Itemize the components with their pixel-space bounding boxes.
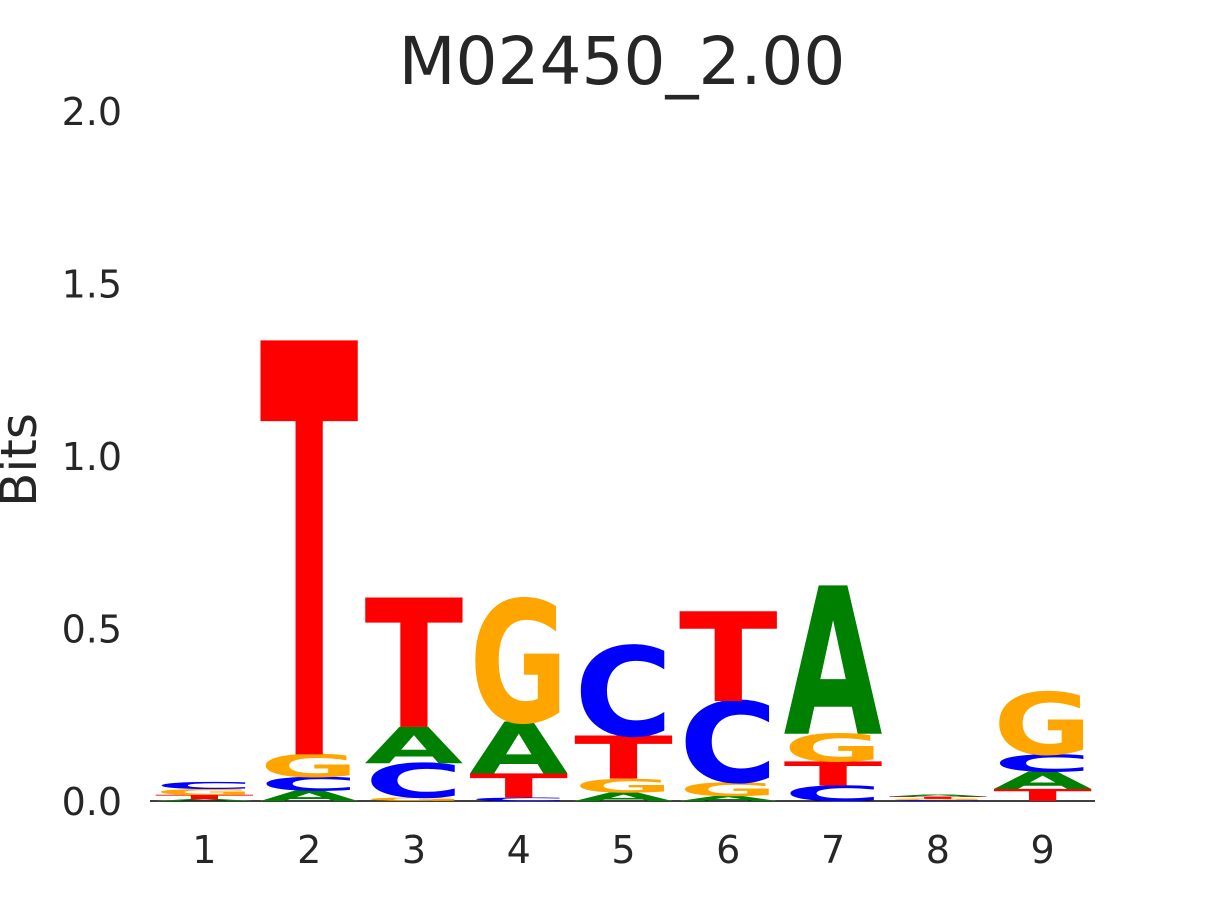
logo-letter-a: A bbox=[365, 717, 464, 775]
logo-letter-g: G bbox=[365, 797, 464, 803]
logo-letter-t: T bbox=[784, 755, 883, 793]
x-tick-label: 3 bbox=[402, 828, 426, 872]
y-tick-label: 1.5 bbox=[62, 263, 122, 307]
logo-letter-t: T bbox=[469, 767, 568, 805]
logo-letter-g: G bbox=[679, 778, 778, 800]
logo-letter-g: G bbox=[469, 566, 568, 761]
x-tick-label: 1 bbox=[192, 828, 216, 872]
logo-letter-g: G bbox=[260, 748, 359, 784]
logo-letter-c: C bbox=[260, 773, 359, 795]
logo-letter-a: A bbox=[155, 799, 254, 802]
logo-letter-a: A bbox=[679, 794, 778, 802]
x-tick-label: 2 bbox=[297, 828, 321, 872]
logo-letter-c: C bbox=[784, 781, 883, 806]
logo-letter-c: C bbox=[469, 797, 568, 802]
logo-letter-t: T bbox=[155, 794, 254, 801]
y-axis-ticks: 0.0 0.5 1.0 1.5 2.0 bbox=[62, 90, 122, 824]
logo-letter-g: G bbox=[784, 727, 883, 771]
logo-letter-t: T bbox=[888, 796, 987, 800]
logo-letter-a: A bbox=[469, 708, 568, 790]
logo-letter-c: C bbox=[888, 800, 987, 802]
logo-letter-g: G bbox=[993, 675, 1092, 775]
logo-letter-t: T bbox=[679, 586, 778, 730]
logo-letter-t: T bbox=[365, 564, 464, 770]
logo-letter-c: C bbox=[155, 780, 254, 791]
x-tick-label: 6 bbox=[716, 828, 740, 872]
x-tick-label: 8 bbox=[926, 828, 950, 872]
x-tick-label: 7 bbox=[821, 828, 845, 872]
y-tick-label: 2.0 bbox=[62, 90, 122, 134]
y-tick-label: 1.0 bbox=[62, 435, 122, 479]
logo-letter-c: C bbox=[679, 679, 778, 809]
chart-title: M02450_2.00 bbox=[399, 23, 846, 100]
logo-letter-c: C bbox=[574, 622, 673, 765]
x-tick-label: 5 bbox=[611, 828, 635, 872]
y-axis-label: Bits bbox=[0, 413, 48, 507]
y-tick-label: 0.5 bbox=[62, 608, 122, 652]
logo-letter-g: G bbox=[888, 799, 987, 801]
logo-letter-t: T bbox=[993, 786, 1092, 805]
x-axis-ticks: 1 2 3 4 5 6 7 8 9 bbox=[192, 828, 1054, 872]
logo-letter-a: A bbox=[993, 767, 1092, 795]
logo-letter-c: C bbox=[365, 753, 464, 808]
x-tick-label: 9 bbox=[1031, 828, 1055, 872]
logo-letter-c: C bbox=[993, 750, 1092, 778]
logo-letter-a: A bbox=[574, 790, 673, 804]
logo-letter-a: A bbox=[888, 794, 987, 797]
x-tick-label: 4 bbox=[507, 828, 531, 872]
logo-letter-a: A bbox=[260, 788, 359, 804]
logo-letter-g: G bbox=[574, 775, 673, 797]
y-tick-label: 0.0 bbox=[62, 780, 122, 824]
logo-letter-t: T bbox=[574, 724, 673, 793]
logo-letter-a: A bbox=[784, 546, 883, 783]
logo-letter-g: G bbox=[155, 787, 254, 796]
logo-letter-t: T bbox=[260, 227, 360, 889]
